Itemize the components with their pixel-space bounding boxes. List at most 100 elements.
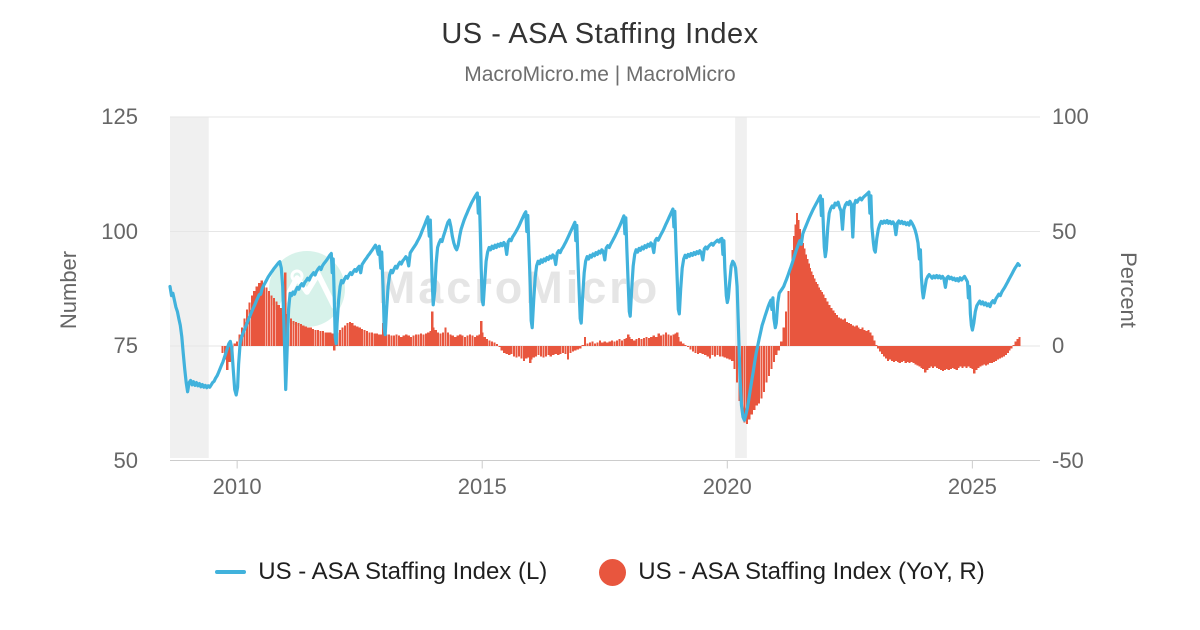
yoy-bar [652,335,655,346]
yoy-bar [845,322,848,346]
yoy-bar [888,346,892,360]
yoy-bar [471,335,474,346]
yoy-bar [807,263,810,346]
yoy-bar [589,342,592,346]
yoy-bar [794,224,797,346]
yoy-bar [375,333,378,346]
yoy-bar [397,335,400,346]
yoy-bar [967,346,970,367]
yoy-bar [606,342,609,346]
yoy-bar [517,346,521,357]
yoy-bar [461,335,464,346]
yoy-bar [704,346,707,356]
yoy-bar [853,326,856,346]
yoy-bar [983,346,986,365]
yoy-bar [709,346,712,359]
yoy-bar [341,327,344,346]
yoy-bar [522,346,525,361]
yoy-bar [307,327,310,346]
yoy-bar [969,346,972,368]
yoy-bar [542,346,545,358]
yoy-bar [628,336,631,346]
yoy-bar [965,346,968,368]
yoy-bar [250,295,253,346]
yoy-bar [495,344,498,346]
yoy-bar [855,325,858,346]
yoy-bar [943,346,946,370]
yoy-bar [395,334,398,346]
yoy-bar [581,344,584,346]
yoy-bar [598,340,601,346]
yoy-bar [949,346,952,369]
yoy-bar [591,341,594,346]
yoy-bar [881,346,884,354]
yoy-bar [265,287,268,346]
yoy-bar [642,338,646,346]
yoy-bar [763,346,766,392]
yoy-bar [417,334,420,346]
yoy-bar [847,323,850,346]
yoy-bar [339,330,342,346]
yoy-bar [892,346,895,362]
yoy-bar [748,346,751,420]
yoy-bar [894,346,897,361]
yoy-bar [711,346,714,356]
yoy-bar [684,344,687,346]
yoy-bar [812,275,815,346]
legend-item-staffing-index-yoy[interactable]: US - ASA Staffing Index (YoY, R) [599,558,985,586]
yoy-bar [772,346,775,362]
yoy-bar [539,346,543,357]
bar-series-swatch-icon [599,558,627,586]
yoy-bar [1008,346,1011,351]
yoy-bar [429,331,432,346]
yoy-bar [699,346,702,353]
yoy-bar [930,346,933,367]
yoy-bar [434,330,437,346]
yoy-bar [319,331,322,346]
yoy-bar [258,283,261,346]
yoy-bar [456,335,459,346]
yoy-bar [446,332,449,346]
yoy-bar [351,323,354,346]
yoy-bar [975,346,978,370]
yoy-bar [961,346,964,368]
yoy-bar [618,339,621,346]
yoy-bar [302,325,305,346]
yoy-bar [971,346,974,369]
yoy-bar [390,335,393,346]
yoy-bar [721,346,724,357]
yoy-bar [945,346,948,369]
yoy-bar [918,346,921,367]
yoy-bar [718,346,721,357]
yoy-bar [383,332,386,346]
yoy-bar [226,346,229,370]
yoy-bar [745,346,748,424]
yoy-bar [378,334,381,346]
yoy-bar [655,336,658,346]
chart-title: US - ASA Staffing Index [441,18,759,50]
yoy-bar [481,332,484,346]
yoy-bar [809,268,812,346]
yoy-bar [687,346,690,348]
yoy-bar [424,333,427,346]
yoy-bar [803,248,806,346]
yoy-bar [407,335,410,346]
yoy-bar [270,295,273,346]
yoy-bar [486,339,489,346]
yoy-bar [312,328,315,346]
yoy-bar [979,346,982,367]
yoy-bar [356,326,359,346]
yoy-bar [713,346,717,357]
yoy-bar [385,334,388,346]
yoy-bar [331,333,334,346]
yoy-bar [1014,341,1017,346]
yoy-bar [696,346,699,354]
yoy-bar [353,325,356,346]
yoy-bar [785,311,788,346]
yoy-bar [277,304,280,346]
yoy-bar [887,346,890,361]
legend-item-staffing-index[interactable]: US - ASA Staffing Index (L) [215,558,547,586]
yoy-bar [674,333,677,346]
yoy-bar [916,346,919,366]
